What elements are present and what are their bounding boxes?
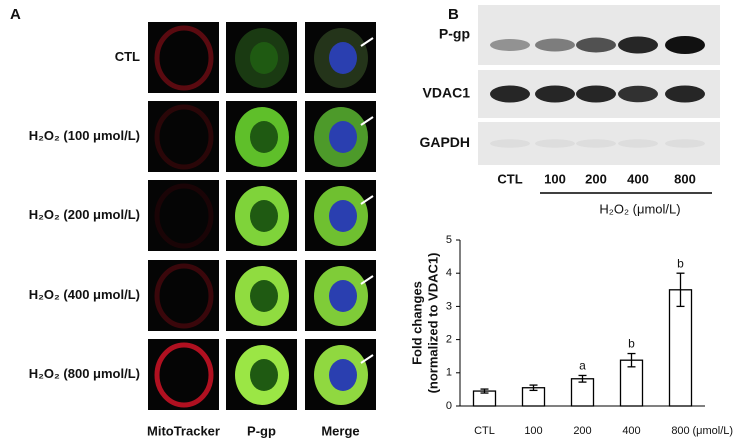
cell (154, 263, 214, 329)
row-label: H₂O₂ (100 μmol/L) (29, 128, 140, 143)
x-unit: (μmol/L) (693, 425, 734, 437)
micrograph (148, 180, 219, 251)
lane-label: 100 (544, 171, 566, 186)
arrow (360, 354, 374, 364)
row-label: CTL (115, 49, 140, 64)
micrograph (148, 22, 219, 93)
band (576, 85, 616, 103)
cell (154, 25, 214, 91)
nucleus (250, 359, 278, 391)
nucleus (250, 42, 278, 74)
nucleus (329, 121, 357, 153)
blot-strip (478, 5, 720, 65)
column-label: P-gp (247, 423, 276, 438)
micrograph (148, 260, 219, 331)
y-axis-label: (normalized to VDAC1) (425, 253, 440, 394)
band (535, 85, 575, 103)
cell (154, 342, 214, 408)
y-tick-label: 3 (446, 300, 452, 312)
x-tick-label: CTL (474, 425, 495, 437)
band (665, 139, 705, 148)
nucleus (329, 42, 357, 74)
band (576, 139, 616, 148)
lane-label: 400 (627, 171, 649, 186)
band (490, 139, 530, 148)
band (535, 139, 575, 148)
nucleus (329, 359, 357, 391)
band (618, 36, 658, 54)
panel-label: A (10, 6, 21, 23)
blot-strip (478, 122, 720, 165)
band (618, 85, 658, 103)
band (576, 37, 616, 53)
band (665, 85, 705, 103)
y-tick-label: 4 (446, 267, 452, 279)
y-tick-label: 0 (446, 400, 452, 412)
nucleus (329, 280, 357, 312)
lane-label: CTL (497, 171, 522, 186)
nucleus (250, 280, 278, 312)
bar (570, 378, 595, 407)
band-label: VDAC1 (423, 85, 471, 101)
nucleus (250, 200, 278, 232)
band (535, 38, 575, 52)
micrograph (148, 101, 219, 172)
band (490, 85, 530, 103)
row-label: H₂O₂ (800 μmol/L) (29, 366, 140, 381)
y-axis-label: Fold changes (409, 281, 424, 365)
lane-label: 800 (674, 171, 696, 186)
x-tick-label: 200 (573, 425, 591, 437)
row-label: H₂O₂ (400 μmol/L) (29, 287, 140, 302)
band (665, 36, 705, 54)
x-tick-label: 400 (622, 425, 640, 437)
annotation: b (677, 256, 684, 270)
annotation: a (579, 359, 586, 373)
row-label: H₂O₂ (200 μmol/L) (29, 207, 140, 222)
annotation: b (628, 337, 635, 351)
arrow (360, 195, 374, 205)
arrow (360, 275, 374, 285)
column-label: MitoTracker (147, 423, 220, 438)
column-label: Merge (321, 423, 359, 438)
treatment-label: H₂O₂ (μmol/L) (599, 201, 680, 216)
bar (668, 289, 693, 407)
x-tick-label: 100 (524, 425, 542, 437)
arrow (360, 37, 374, 47)
lane-label: 200 (585, 171, 607, 186)
cell (154, 183, 214, 249)
nucleus (329, 200, 357, 232)
band-label: GAPDH (419, 134, 470, 150)
arrow (360, 116, 374, 126)
nucleus (250, 121, 278, 153)
x-tick-label: 800 (671, 425, 689, 437)
y-tick-label: 2 (446, 334, 452, 346)
band (618, 139, 658, 148)
panel-label: B (448, 6, 459, 23)
y-tick-label: 1 (446, 367, 452, 379)
band-label: P-gp (439, 26, 470, 42)
y-tick-label: 5 (446, 234, 452, 246)
band (490, 39, 530, 51)
micrograph (148, 339, 219, 410)
cell (154, 104, 214, 170)
